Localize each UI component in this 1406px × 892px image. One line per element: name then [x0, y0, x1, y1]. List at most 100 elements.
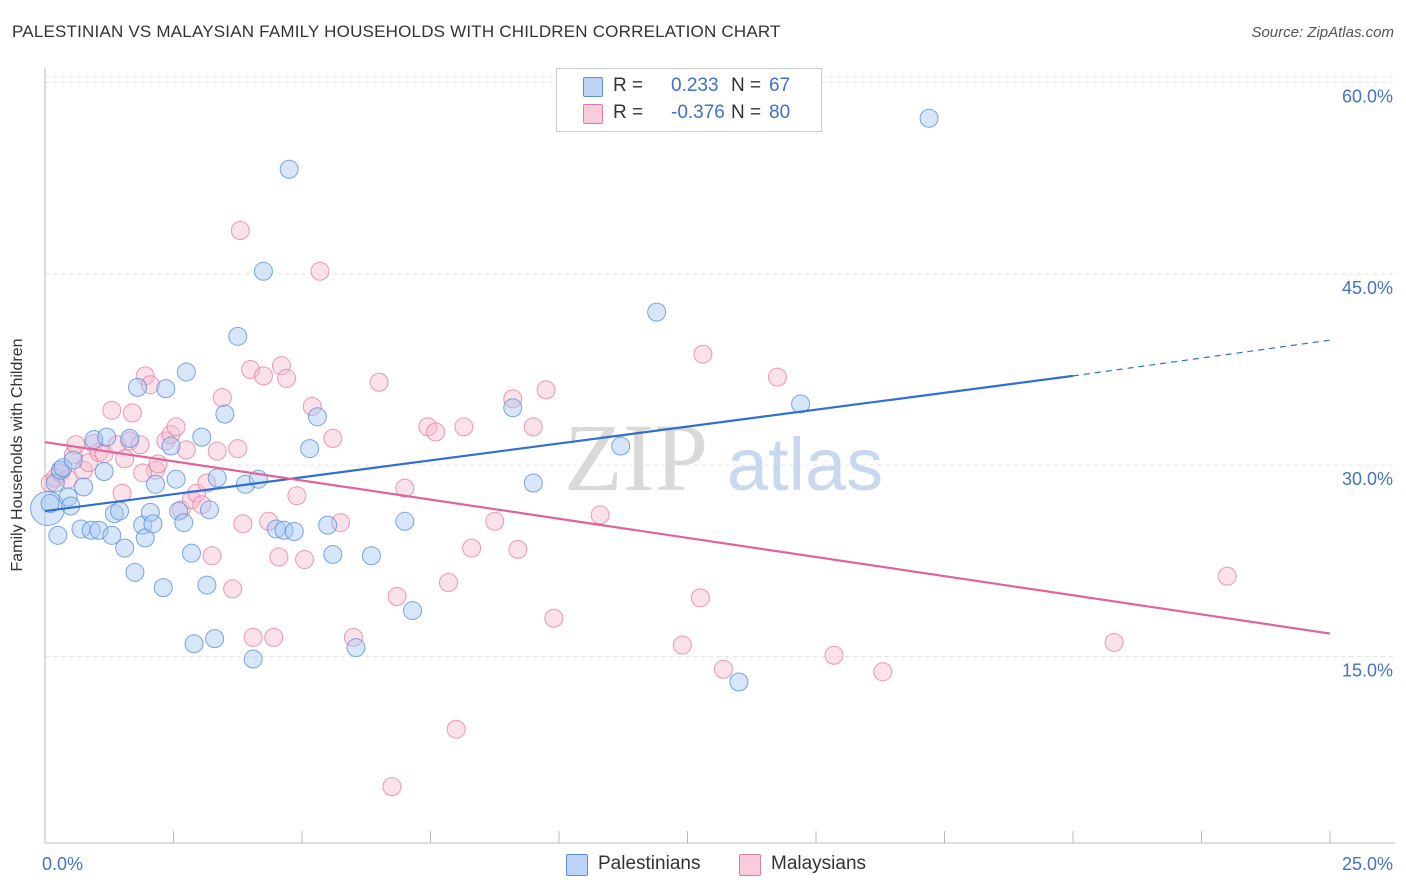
- y-axis-label: Family Households with Children: [9, 338, 26, 572]
- palestinian-point: [174, 513, 194, 533]
- palestinian-point: [153, 578, 173, 598]
- palestinian-point: [361, 546, 381, 566]
- watermark: ZIP atlas: [564, 404, 883, 511]
- malaysian-point: [536, 380, 556, 400]
- malaysian-point: [767, 367, 787, 387]
- malaysian-point: [310, 261, 330, 281]
- palestinian-point: [140, 502, 160, 522]
- palestinian-point: [318, 515, 338, 535]
- legend-r-value: -0.376: [671, 102, 725, 123]
- malaysian-point: [690, 588, 710, 608]
- malaysian-point: [207, 441, 227, 461]
- malaysian-point: [228, 439, 248, 459]
- legend-r-value: 0.233: [671, 75, 719, 96]
- malaysian-point: [387, 587, 407, 607]
- axes: [44, 68, 1395, 844]
- malaysian-point: [369, 372, 389, 392]
- palestinian-point: [300, 439, 320, 459]
- palestinian-point: [279, 159, 299, 179]
- malaysian-trend-line: [44, 441, 1331, 635]
- malaysian-point: [176, 440, 196, 460]
- palestinian-point: [729, 672, 749, 692]
- legend-r-label: R =: [613, 75, 644, 96]
- palestinian-point: [74, 477, 94, 497]
- malaysian-point: [243, 627, 263, 647]
- bottom-legend-label: Palestinians: [598, 853, 701, 874]
- malaysian-point: [269, 547, 289, 567]
- stats-legend: R = 0.233 N = 67 R = -0.376 N = 80: [556, 68, 822, 132]
- malaysian-point: [277, 368, 297, 388]
- malaysian-point: [233, 514, 253, 534]
- palestinian-point: [102, 525, 122, 545]
- palestinian-point: [181, 543, 201, 563]
- palestinian-point: [346, 638, 366, 658]
- palestinian-point: [274, 520, 294, 540]
- palestinian-point: [611, 436, 631, 456]
- malaysian-point: [295, 550, 315, 570]
- y-tick-label: 45.0%: [1342, 278, 1393, 298]
- malaysian-point: [102, 400, 122, 420]
- palestinian-point: [45, 473, 65, 493]
- malaysian-point: [230, 220, 250, 240]
- palestinian-point: [128, 377, 148, 397]
- malaysian-point: [824, 645, 844, 665]
- malaysian-point: [323, 428, 343, 448]
- source-label: Source: ZipAtlas.com: [1251, 24, 1394, 41]
- malaysian-point: [713, 659, 733, 679]
- malaysian-point: [873, 662, 893, 682]
- malaysian-point: [223, 579, 243, 599]
- palestinian-point: [184, 634, 204, 654]
- palestinian-point: [307, 407, 327, 427]
- palestinian-point: [215, 404, 235, 424]
- malaysian-point: [79, 453, 99, 473]
- palestinian-point: [205, 629, 225, 649]
- palestinian-point: [207, 468, 227, 488]
- malaysian-point: [166, 417, 186, 437]
- palestinian-point: [110, 501, 130, 521]
- palestinian-point: [53, 458, 73, 478]
- malaysian-point: [693, 344, 713, 364]
- palestinian-point: [919, 108, 939, 128]
- palestinian-point: [63, 450, 83, 470]
- palestinian-point: [48, 525, 68, 545]
- malaysian-point: [135, 366, 155, 386]
- legend-swatch-blue: [583, 77, 603, 97]
- palestinian-point: [403, 601, 423, 621]
- bottom-legend-swatch-pink: [739, 854, 761, 876]
- malaysian-point: [590, 505, 610, 525]
- malaysian-point: [485, 511, 505, 531]
- palestinian-point: [104, 504, 124, 524]
- palestinian-point: [81, 520, 101, 540]
- palestinian-point: [228, 326, 248, 346]
- palestinian-point: [143, 514, 163, 534]
- palestinian-point: [253, 261, 273, 281]
- bottom-legend-label: Malaysians: [771, 853, 867, 874]
- legend-n-value: 80: [769, 102, 791, 123]
- malaysian-point: [672, 635, 692, 655]
- malaysian-point: [202, 546, 222, 566]
- palestinian-point: [243, 649, 263, 669]
- palestinian-point: [161, 436, 181, 456]
- malaysian-point: [156, 431, 176, 451]
- x-tick-label: 0.0%: [42, 854, 83, 874]
- malaysian-point: [212, 388, 232, 408]
- malaysian-point: [264, 627, 284, 647]
- malaysian-point: [302, 396, 322, 416]
- malaysian-point: [523, 417, 543, 437]
- malaysian-point: [508, 539, 528, 559]
- malaysian-point: [395, 478, 415, 498]
- palestinian-point: [40, 493, 60, 513]
- x-tick-label: 25.0%: [1342, 854, 1393, 874]
- palestinian-point: [94, 462, 114, 482]
- y-tick-label: 60.0%: [1342, 87, 1393, 107]
- malaysian-point: [197, 473, 217, 493]
- palestinian-point: [176, 362, 196, 382]
- bottom-legend-swatch-blue: [566, 854, 588, 876]
- trend-lines: [44, 339, 1331, 635]
- malaysian-point: [426, 422, 446, 442]
- watermark-zip: ZIP: [564, 404, 708, 511]
- palestinian-point: [395, 511, 415, 531]
- palestinian-point: [97, 427, 117, 447]
- palestinian-point: [647, 302, 667, 322]
